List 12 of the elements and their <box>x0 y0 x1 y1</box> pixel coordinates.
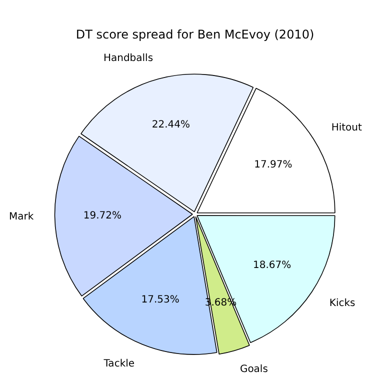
slice-label: Kicks <box>329 298 356 310</box>
slice-label: Goals <box>240 364 268 375</box>
data-label: 22.44% <box>152 119 190 130</box>
slice-label: Hitout <box>331 122 362 134</box>
chart-title: DT score spread for Ben McEvoy (2010) <box>76 27 314 42</box>
slice-label: Tackle <box>102 358 135 370</box>
slice-label: Mark <box>8 211 34 222</box>
data-label: 18.67% <box>253 260 292 272</box>
data-label: 17.97% <box>254 159 292 170</box>
data-label: 17.53% <box>141 294 180 306</box>
slice-label: Handballs <box>103 52 154 64</box>
data-label: 19.72% <box>83 210 122 222</box>
